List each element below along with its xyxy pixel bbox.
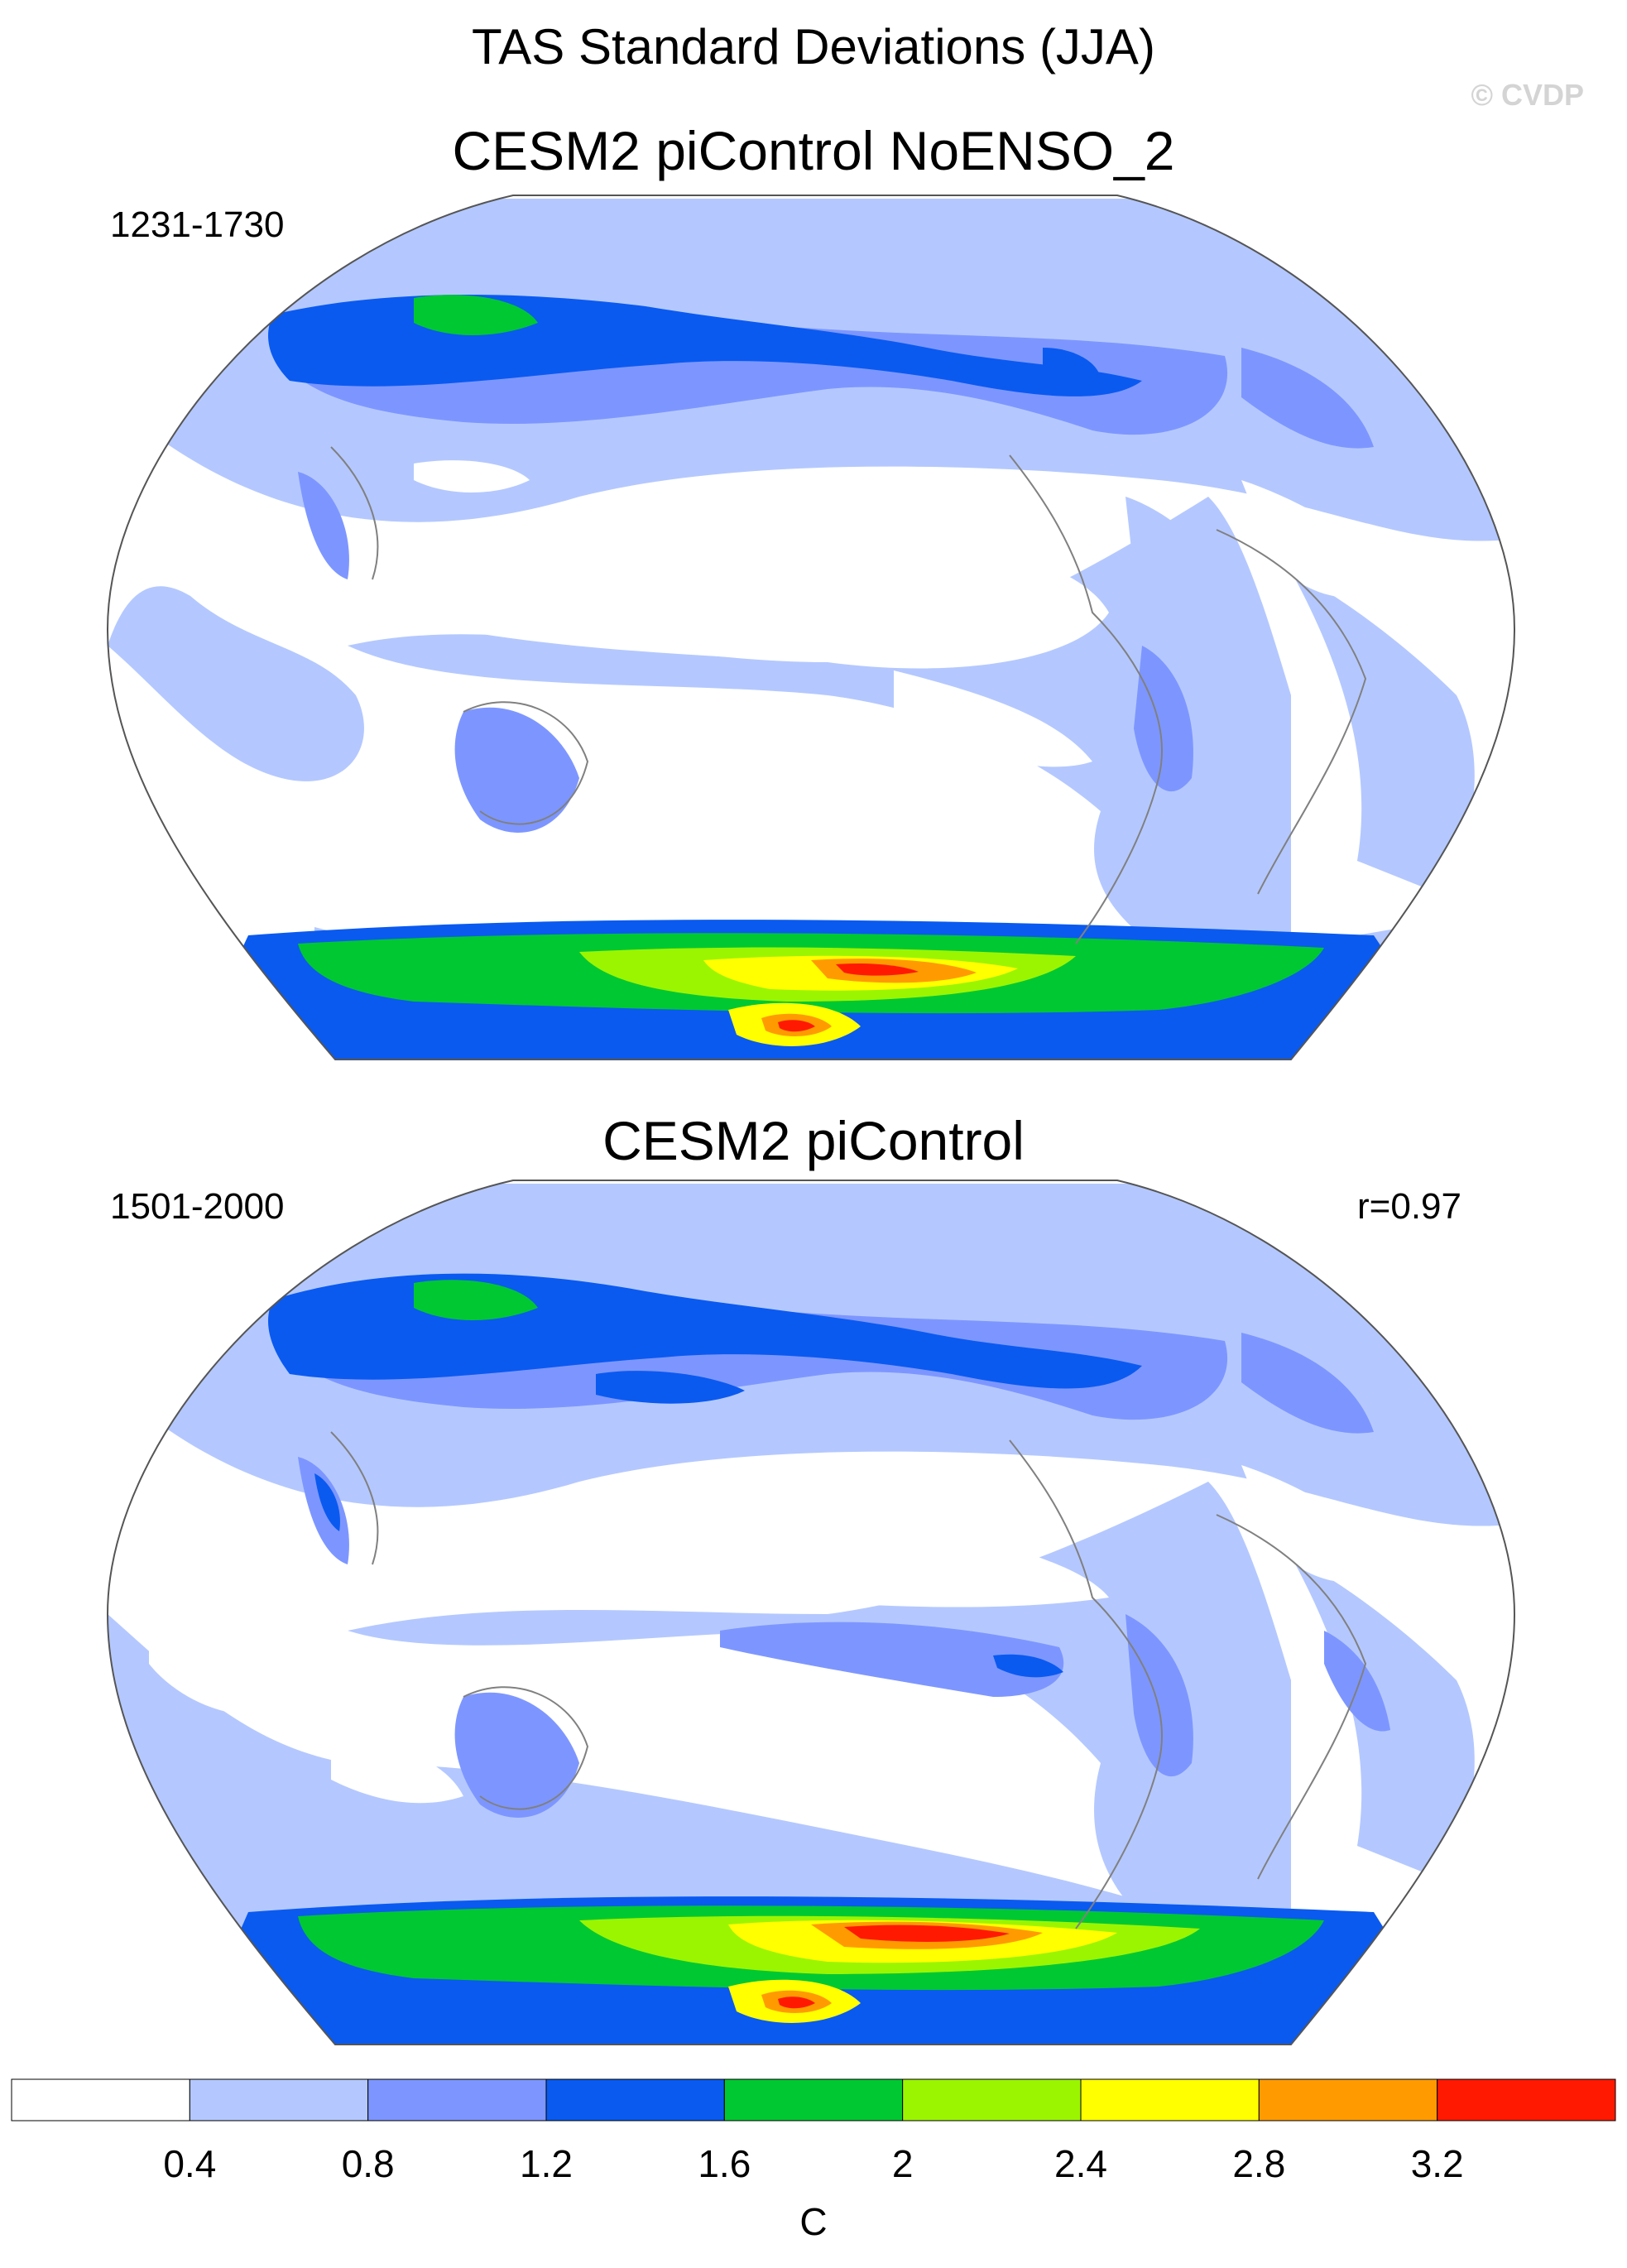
colorbar: 0.4 0.8 1.2 1.6 2 2.4 2.8 3.2 C <box>11 2078 1616 2243</box>
colorbar-tick-label: 3.2 <box>1411 2142 1464 2185</box>
panel1-map <box>106 195 1516 1060</box>
colorbar-box <box>1080 2078 1260 2121</box>
panel1-period-label: 1231-1730 <box>110 204 285 245</box>
colorbar-tick-label: 2 <box>892 2142 914 2185</box>
colorbar-box <box>1437 2078 1616 2121</box>
colorbar-tick-label: 2.4 <box>1054 2142 1107 2185</box>
panel1-map-boundary <box>106 195 1516 1060</box>
panel2-map-boundary <box>106 1180 1516 2045</box>
colorbar-tick-label: 1.2 <box>520 2142 573 2185</box>
colorbar-box <box>367 2078 547 2121</box>
colorbar-box <box>902 2078 1082 2121</box>
panel2-map <box>106 1180 1516 2045</box>
panel2-period-label: 1501-2000 <box>110 1186 285 1227</box>
copyright-watermark: © CVDP <box>1471 78 1584 112</box>
colorbar-box <box>723 2078 904 2121</box>
panel1-title: CESM2 piControl NoENSO_2 <box>452 120 1175 181</box>
panel2-correlation-label: r=0.97 <box>1357 1186 1461 1227</box>
colorbar-tick-label: 1.6 <box>698 2142 751 2185</box>
panel2-title: CESM2 piControl <box>602 1110 1025 1171</box>
colorbar-tick-labels: 0.4 0.8 1.2 1.6 2 2.4 2.8 3.2 <box>163 2142 1463 2185</box>
colorbar-box <box>189 2078 369 2121</box>
colorbar-box <box>11 2078 190 2121</box>
colorbar-box <box>1258 2078 1438 2121</box>
figure-title: TAS Standard Deviations (JJA) <box>472 19 1155 74</box>
colorbar-boxes <box>11 2078 1616 2121</box>
colorbar-unit-label: C <box>799 2200 827 2243</box>
colorbar-box <box>545 2078 725 2121</box>
colorbar-tick-label: 2.8 <box>1232 2142 1285 2185</box>
colorbar-tick-label: 0.4 <box>163 2142 216 2185</box>
colorbar-tick-label: 0.8 <box>342 2142 395 2185</box>
